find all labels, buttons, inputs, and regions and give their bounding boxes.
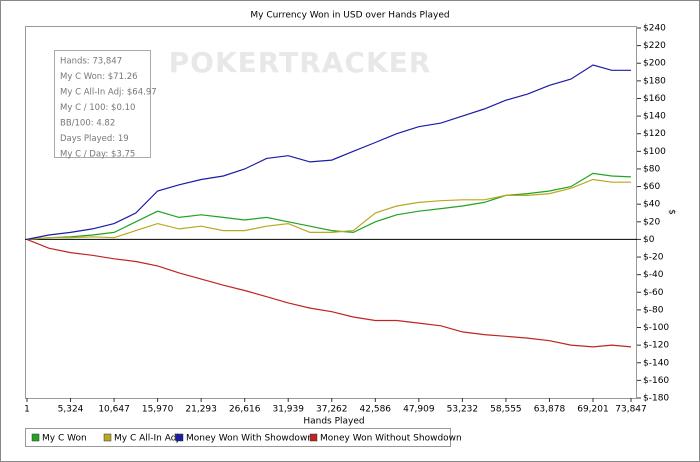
- y-tick-label: $40: [643, 200, 660, 210]
- x-tick-label: 63,878: [534, 405, 566, 415]
- info-line: My C / Day: $3.75: [60, 150, 135, 160]
- plot-area: [25, 26, 637, 399]
- x-tick-label: 37,262: [316, 405, 348, 415]
- legend-label: Money Won With Showdown: [186, 434, 313, 444]
- x-tick-label: 1: [24, 405, 30, 415]
- y-tick-label: $-40: [643, 270, 664, 280]
- legend: [25, 428, 451, 447]
- legend-swatch: [309, 433, 318, 442]
- series-line: [26, 64, 631, 240]
- series-line: [26, 238, 632, 348]
- y-tick-label: $-20: [643, 253, 664, 263]
- x-tick-label: 10,647: [98, 405, 130, 415]
- watermark: POKERTRACKER: [169, 46, 432, 79]
- y-tick-label: $240: [643, 24, 666, 34]
- legend-label: My C All-In Adj: [114, 434, 179, 444]
- y-tick-label: $140: [643, 112, 666, 122]
- x-tick-label: 58,555: [490, 405, 522, 415]
- info-line: My C All-In Adj: $64.97: [60, 88, 157, 98]
- x-tick-label: 73,847: [615, 405, 647, 415]
- info-line: My C / 100: $0.10: [60, 103, 135, 113]
- chart-title: My Currency Won in USD over Hands Played: [250, 11, 449, 21]
- y-tick-label: $-180: [643, 394, 669, 404]
- y-tick-label: $-80: [643, 305, 664, 315]
- y-tick-label: $180: [643, 76, 666, 86]
- y-tick-label: $-60: [643, 288, 664, 298]
- legend-label: Money Won Without Showdown: [320, 434, 462, 444]
- info-line: Days Played: 19: [60, 134, 129, 144]
- legend-swatch: [175, 433, 184, 442]
- legend-swatch: [31, 433, 40, 442]
- info-box: [54, 50, 151, 158]
- x-tick-label: 53,232: [447, 405, 479, 415]
- legend-swatch: [103, 433, 112, 442]
- y-tick-label: $100: [643, 147, 666, 157]
- x-tick-label: 15,970: [142, 405, 174, 415]
- x-axis-label: Hands Played: [303, 417, 364, 427]
- x-tick-label: 21,293: [185, 405, 217, 415]
- y-tick-label: $220: [643, 41, 666, 51]
- y-tick-label: $-160: [643, 376, 669, 386]
- y-tick-label: $120: [643, 129, 666, 139]
- x-tick-label: 42,586: [360, 405, 392, 415]
- x-tick-label: 5,324: [58, 405, 84, 415]
- series-line: [26, 172, 632, 240]
- y-tick-label: $0: [643, 235, 655, 245]
- y-tick-label: $-100: [643, 323, 669, 333]
- x-tick-label: 26,616: [229, 405, 261, 415]
- x-tick-label: 69,201: [577, 405, 609, 415]
- legend-label: My C Won: [42, 434, 87, 444]
- y-tick-label: $60: [643, 182, 660, 192]
- info-line: Hands: 73,847: [60, 57, 122, 67]
- y-tick-label: $20: [643, 217, 660, 227]
- y-tick-label: $-140: [643, 358, 669, 368]
- info-line: My C Won: $71.26: [60, 72, 138, 82]
- series-line: [26, 178, 631, 240]
- y-axis-label: $: [667, 209, 677, 215]
- y-tick-label: $-120: [643, 341, 669, 351]
- y-tick-label: $160: [643, 94, 666, 104]
- x-tick-label: 47,909: [403, 405, 435, 415]
- y-tick-label: $200: [643, 59, 666, 69]
- x-tick-label: 31,939: [272, 405, 304, 415]
- y-tick-label: $80: [643, 164, 660, 174]
- info-line: BB/100: 4.82: [60, 119, 115, 129]
